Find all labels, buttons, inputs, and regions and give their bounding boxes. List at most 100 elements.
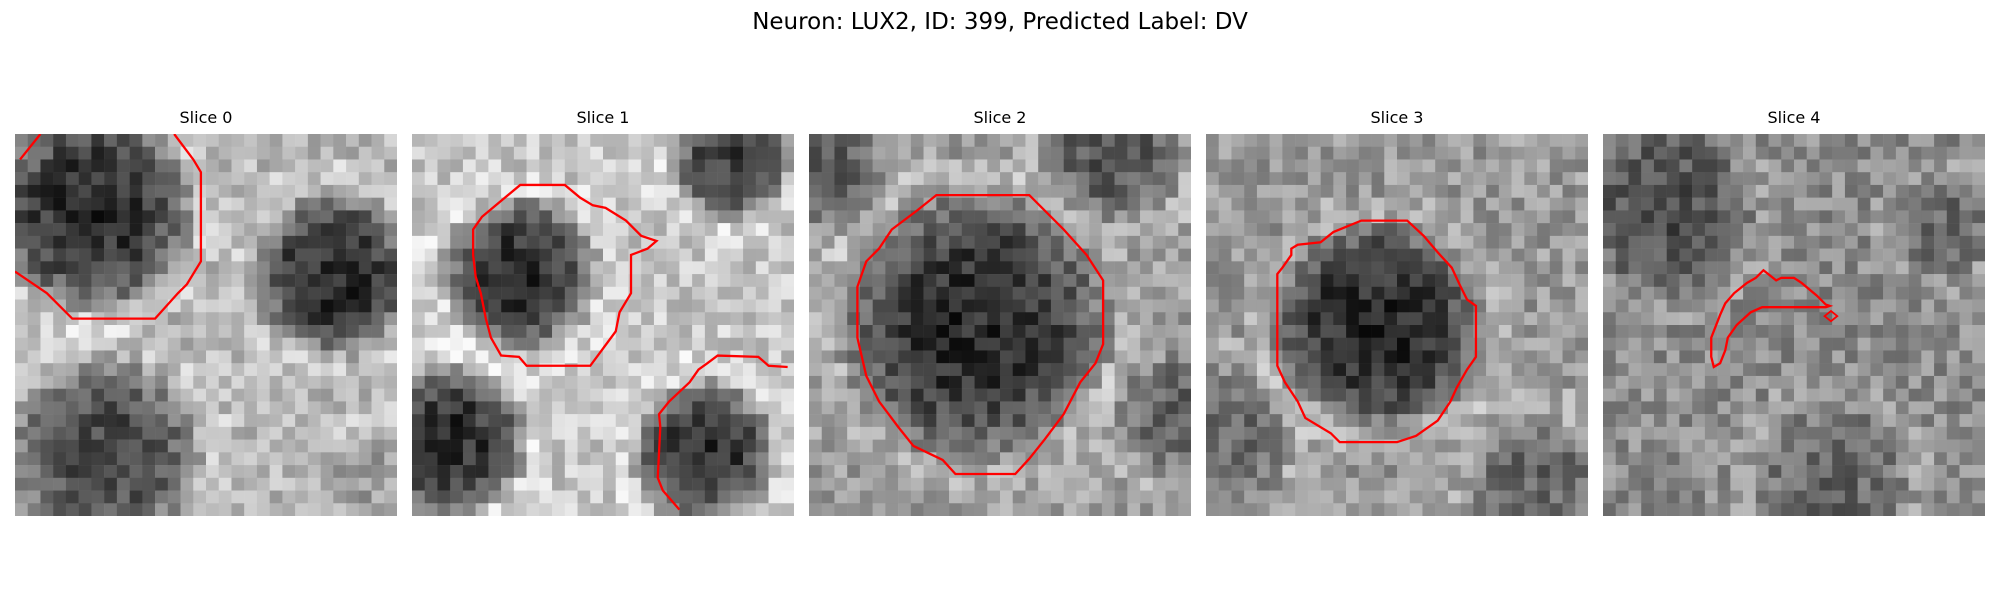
pixel	[40, 248, 54, 262]
pixel	[821, 363, 835, 377]
pixel	[1358, 375, 1372, 389]
pixel	[1537, 452, 1551, 466]
pixel	[320, 325, 334, 338]
pixel	[961, 210, 975, 224]
pixel	[781, 197, 794, 211]
pixel	[1679, 490, 1693, 504]
pixel	[282, 337, 296, 351]
pixel	[1653, 134, 1667, 147]
pixel	[437, 274, 451, 288]
pixel	[346, 172, 360, 186]
pixel	[730, 184, 744, 198]
pixel	[1755, 197, 1769, 211]
pixel	[1333, 490, 1347, 504]
pixel	[603, 452, 616, 466]
pixel	[872, 235, 886, 249]
pixel	[1511, 274, 1525, 288]
pixel	[116, 337, 130, 351]
pixel	[923, 439, 937, 453]
pixel	[1422, 401, 1436, 415]
pixel	[1819, 363, 1833, 377]
pixel	[1972, 503, 1985, 516]
pixel	[65, 274, 79, 288]
pixel	[450, 477, 464, 491]
pixel	[590, 426, 604, 440]
pixel	[1692, 223, 1706, 237]
pixel	[1282, 286, 1296, 300]
pixel	[923, 184, 937, 198]
pixel	[1076, 490, 1090, 504]
pixel	[590, 388, 604, 402]
pixel	[1409, 375, 1423, 389]
pixel	[78, 184, 92, 198]
pixel	[1244, 490, 1258, 504]
pixel	[1152, 401, 1166, 415]
pixel	[704, 159, 718, 173]
pixel	[1704, 375, 1718, 389]
pixel	[872, 350, 886, 364]
pixel	[1140, 235, 1154, 249]
pixel	[1666, 159, 1680, 173]
pixel	[1615, 248, 1629, 262]
pixel	[104, 401, 118, 415]
pixel	[1524, 363, 1538, 377]
pixel	[462, 490, 476, 504]
pixel	[1346, 172, 1360, 186]
pixel	[1307, 452, 1321, 466]
pixel	[244, 223, 258, 237]
pixel	[743, 503, 757, 516]
pixel	[1870, 146, 1884, 160]
pixel	[1435, 414, 1449, 428]
pixel	[1295, 197, 1309, 211]
pixel	[116, 261, 130, 275]
pixel	[1152, 223, 1166, 237]
pixel	[923, 477, 937, 491]
pixel	[269, 452, 283, 466]
pixel	[15, 465, 28, 479]
pixel	[384, 439, 397, 453]
pixel	[1959, 452, 1973, 466]
pixel	[1050, 375, 1064, 389]
pixel	[1704, 490, 1718, 504]
pixel	[244, 325, 258, 338]
pixel	[424, 375, 438, 389]
pixel	[923, 465, 937, 479]
pixel	[450, 490, 464, 504]
pixel	[755, 452, 769, 466]
pixel	[1333, 477, 1347, 491]
pixel	[552, 325, 566, 338]
pixel	[1498, 350, 1512, 364]
pixel	[1282, 439, 1296, 453]
pixel	[1371, 375, 1385, 389]
pixel	[1178, 210, 1191, 224]
pixel	[768, 261, 782, 275]
pixel	[91, 134, 105, 147]
pixel	[923, 210, 937, 224]
pixel	[1794, 286, 1807, 300]
pixel	[1101, 286, 1115, 300]
pixel	[1972, 439, 1985, 453]
pixel	[1371, 134, 1385, 147]
pixel	[1615, 274, 1629, 288]
pixel	[371, 286, 385, 300]
pixel	[129, 477, 143, 491]
pixel	[1730, 350, 1744, 364]
pixel	[1781, 350, 1795, 364]
pixel	[692, 350, 706, 364]
pixel	[333, 465, 347, 479]
pixel	[180, 490, 194, 504]
pixel	[1435, 388, 1449, 402]
pixel	[1972, 388, 1985, 402]
pixel	[1486, 388, 1500, 402]
pixel	[1127, 210, 1141, 224]
pixel	[295, 299, 309, 313]
pixel	[1269, 286, 1283, 300]
pixel	[320, 312, 334, 326]
pixel	[1641, 261, 1655, 275]
pixel	[40, 439, 54, 453]
pixel	[1511, 490, 1525, 504]
pixel	[1857, 261, 1871, 275]
pixel	[910, 350, 924, 364]
pixel	[40, 452, 54, 466]
pixel	[885, 146, 899, 160]
